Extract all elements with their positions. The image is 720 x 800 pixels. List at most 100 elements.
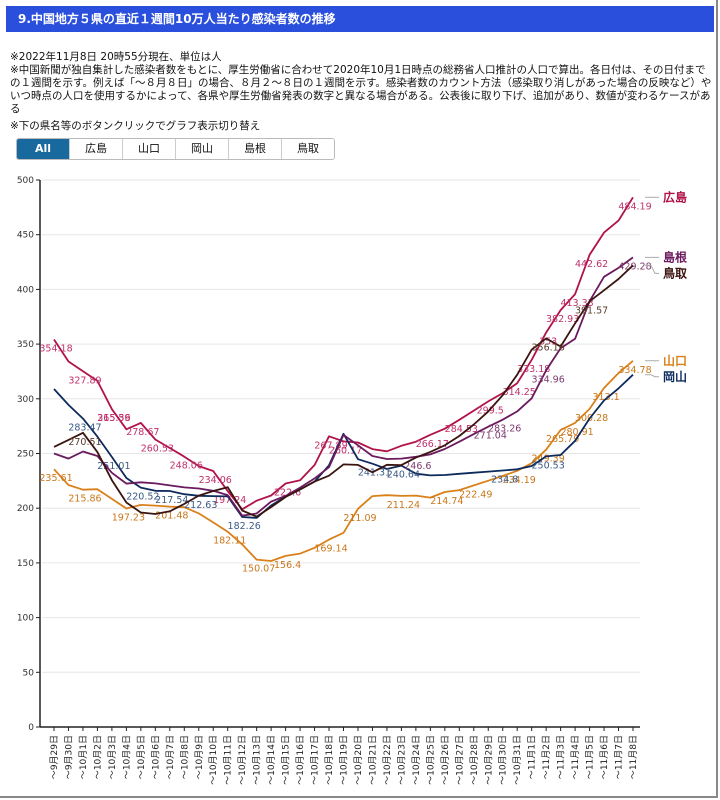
data-label: 182.11: [213, 536, 246, 547]
x-tick-label: ～10月10日: [208, 735, 219, 785]
notes: ※2022年11月8日 20時55分現在、単位は人 ※中国新聞が独自集計した感染…: [10, 51, 715, 133]
y-tick-label: 200: [17, 504, 34, 514]
data-label: 327.89: [68, 375, 101, 386]
data-label: 334.78: [618, 365, 651, 376]
y-tick-label: 500: [17, 176, 34, 186]
x-tick-label: ～11月3日: [556, 735, 567, 779]
data-label: 234.19: [503, 475, 536, 486]
x-tick-label: ～11月5日: [585, 735, 596, 779]
data-label: 391.57: [575, 305, 608, 316]
prefecture-toggle-group: All 広島 山口 岡山 島根 鳥取: [16, 138, 335, 160]
data-label: 217.54: [155, 495, 188, 506]
x-tick-label: ～10月27日: [454, 735, 465, 785]
x-tick-label: ～10月15日: [281, 735, 292, 785]
legend-label: 広島: [663, 189, 687, 204]
legend-label: 岡山: [663, 369, 687, 384]
data-label: 222.6: [274, 487, 301, 498]
x-tick-label: ～10月3日: [107, 735, 118, 779]
data-label: 266.17: [416, 439, 449, 450]
x-tick-label: ～10月28日: [469, 735, 480, 785]
toggle-yamaguchi-button[interactable]: 山口: [123, 139, 176, 159]
data-label: 234.8: [491, 475, 518, 486]
y-tick-label: 450: [17, 231, 34, 241]
x-tick-label: ～10月9日: [194, 735, 205, 779]
legend-label: 島根: [663, 249, 687, 264]
data-label: 353: [539, 337, 557, 348]
data-label: 314.25: [503, 387, 536, 398]
toggle-all-button[interactable]: All: [17, 139, 70, 159]
data-label: 333.18: [517, 364, 550, 375]
toggle-hiroshima-button[interactable]: 広島: [70, 139, 123, 159]
data-label: 220.52: [126, 492, 159, 503]
x-tick-label: ～10月31日: [512, 735, 523, 785]
x-tick-label: ～10月2日: [92, 735, 103, 779]
data-label: 211.09: [343, 513, 376, 524]
x-tick-label: ～10月25日: [425, 735, 436, 785]
x-tick-label: ～11月7日: [614, 735, 625, 779]
data-label: 265.79: [546, 434, 579, 445]
data-label: 250.53: [532, 460, 565, 471]
section-header: 9.中国地方５県の直近１週間10万人当たり感染者数の推移: [6, 6, 714, 32]
legend-label: 山口: [663, 353, 687, 368]
note-method: ※中国新聞が独自集計した感染者数をもとに、厚生労働省に合わせて2020年10月1…: [10, 64, 712, 115]
series-line-4: [53, 264, 634, 518]
y-tick-label: 0: [28, 723, 34, 733]
data-label: 429.28: [618, 261, 651, 272]
x-tick-label: ～10月19日: [339, 735, 350, 785]
x-tick-label: ～10月8日: [179, 735, 190, 779]
data-label: 283.26: [488, 424, 521, 435]
x-tick-label: ～11月6日: [599, 735, 610, 779]
series-line-1: [53, 360, 634, 562]
data-label: 284.53: [445, 424, 478, 435]
x-tick-label: ～10月7日: [165, 735, 176, 779]
data-label: 280.91: [560, 427, 593, 438]
y-tick-label: 250: [17, 450, 34, 460]
x-tick-label: ～10月4日: [121, 735, 132, 779]
data-label: 249.39: [532, 454, 565, 465]
data-label: 484.19: [618, 201, 651, 212]
y-tick-label: 400: [17, 285, 34, 295]
toggle-shimane-button[interactable]: 島根: [229, 139, 282, 159]
x-tick-label: ～10月14日: [266, 735, 277, 785]
data-label: 240.64: [387, 470, 420, 481]
data-label: 270.51: [68, 437, 101, 448]
note-timestamp: ※2022年11月8日 20時55分現在、単位は人: [10, 51, 222, 63]
data-label: 265.56: [97, 413, 130, 424]
data-label: 271.04: [474, 431, 507, 442]
x-tick-label: ～10月11日: [223, 735, 234, 785]
data-label: 267.89: [314, 440, 347, 451]
data-label: 299.5: [477, 405, 504, 416]
legend-leader: [645, 264, 659, 274]
data-label: 442.62: [575, 259, 608, 270]
toggle-okayama-button[interactable]: 岡山: [176, 139, 229, 159]
data-label: 234.06: [199, 475, 232, 486]
x-tick-label: ～10月5日: [136, 735, 147, 779]
data-label: 413.33: [560, 298, 593, 309]
data-label: 354.18: [39, 344, 72, 355]
data-label: 150.07: [242, 564, 275, 575]
data-label: 334.96: [532, 374, 565, 385]
x-tick-label: ～10月30日: [498, 735, 509, 785]
x-tick-label: ～10月22日: [382, 735, 393, 785]
x-tick-label: ～10月17日: [310, 735, 321, 785]
data-label: 182.26: [228, 521, 261, 532]
data-label: 382.93: [546, 314, 579, 325]
data-label: 313.1: [592, 392, 619, 403]
y-tick-label: 350: [17, 340, 34, 350]
y-tick-label: 50: [23, 668, 35, 678]
data-label: 315.39: [97, 413, 130, 424]
data-label: 278.67: [126, 427, 159, 438]
x-tick-label: ～10月29日: [483, 735, 494, 785]
x-tick-label: ～11月4日: [570, 735, 581, 779]
data-label: 214.74: [430, 496, 463, 507]
data-label: 156.4: [274, 560, 301, 571]
series-line-0: [53, 196, 634, 511]
data-label: 356.16: [532, 342, 565, 353]
note-instructions: ※下の県名等のボタンクリックでグラフ表示切り替え: [10, 120, 261, 132]
data-label: 197.23: [112, 512, 145, 523]
toggle-tottori-button[interactable]: 鳥取: [282, 139, 334, 159]
x-tick-label: ～10月26日: [440, 735, 451, 785]
data-label: 251.01: [97, 461, 130, 472]
x-tick-label: ～10月21日: [367, 735, 378, 785]
